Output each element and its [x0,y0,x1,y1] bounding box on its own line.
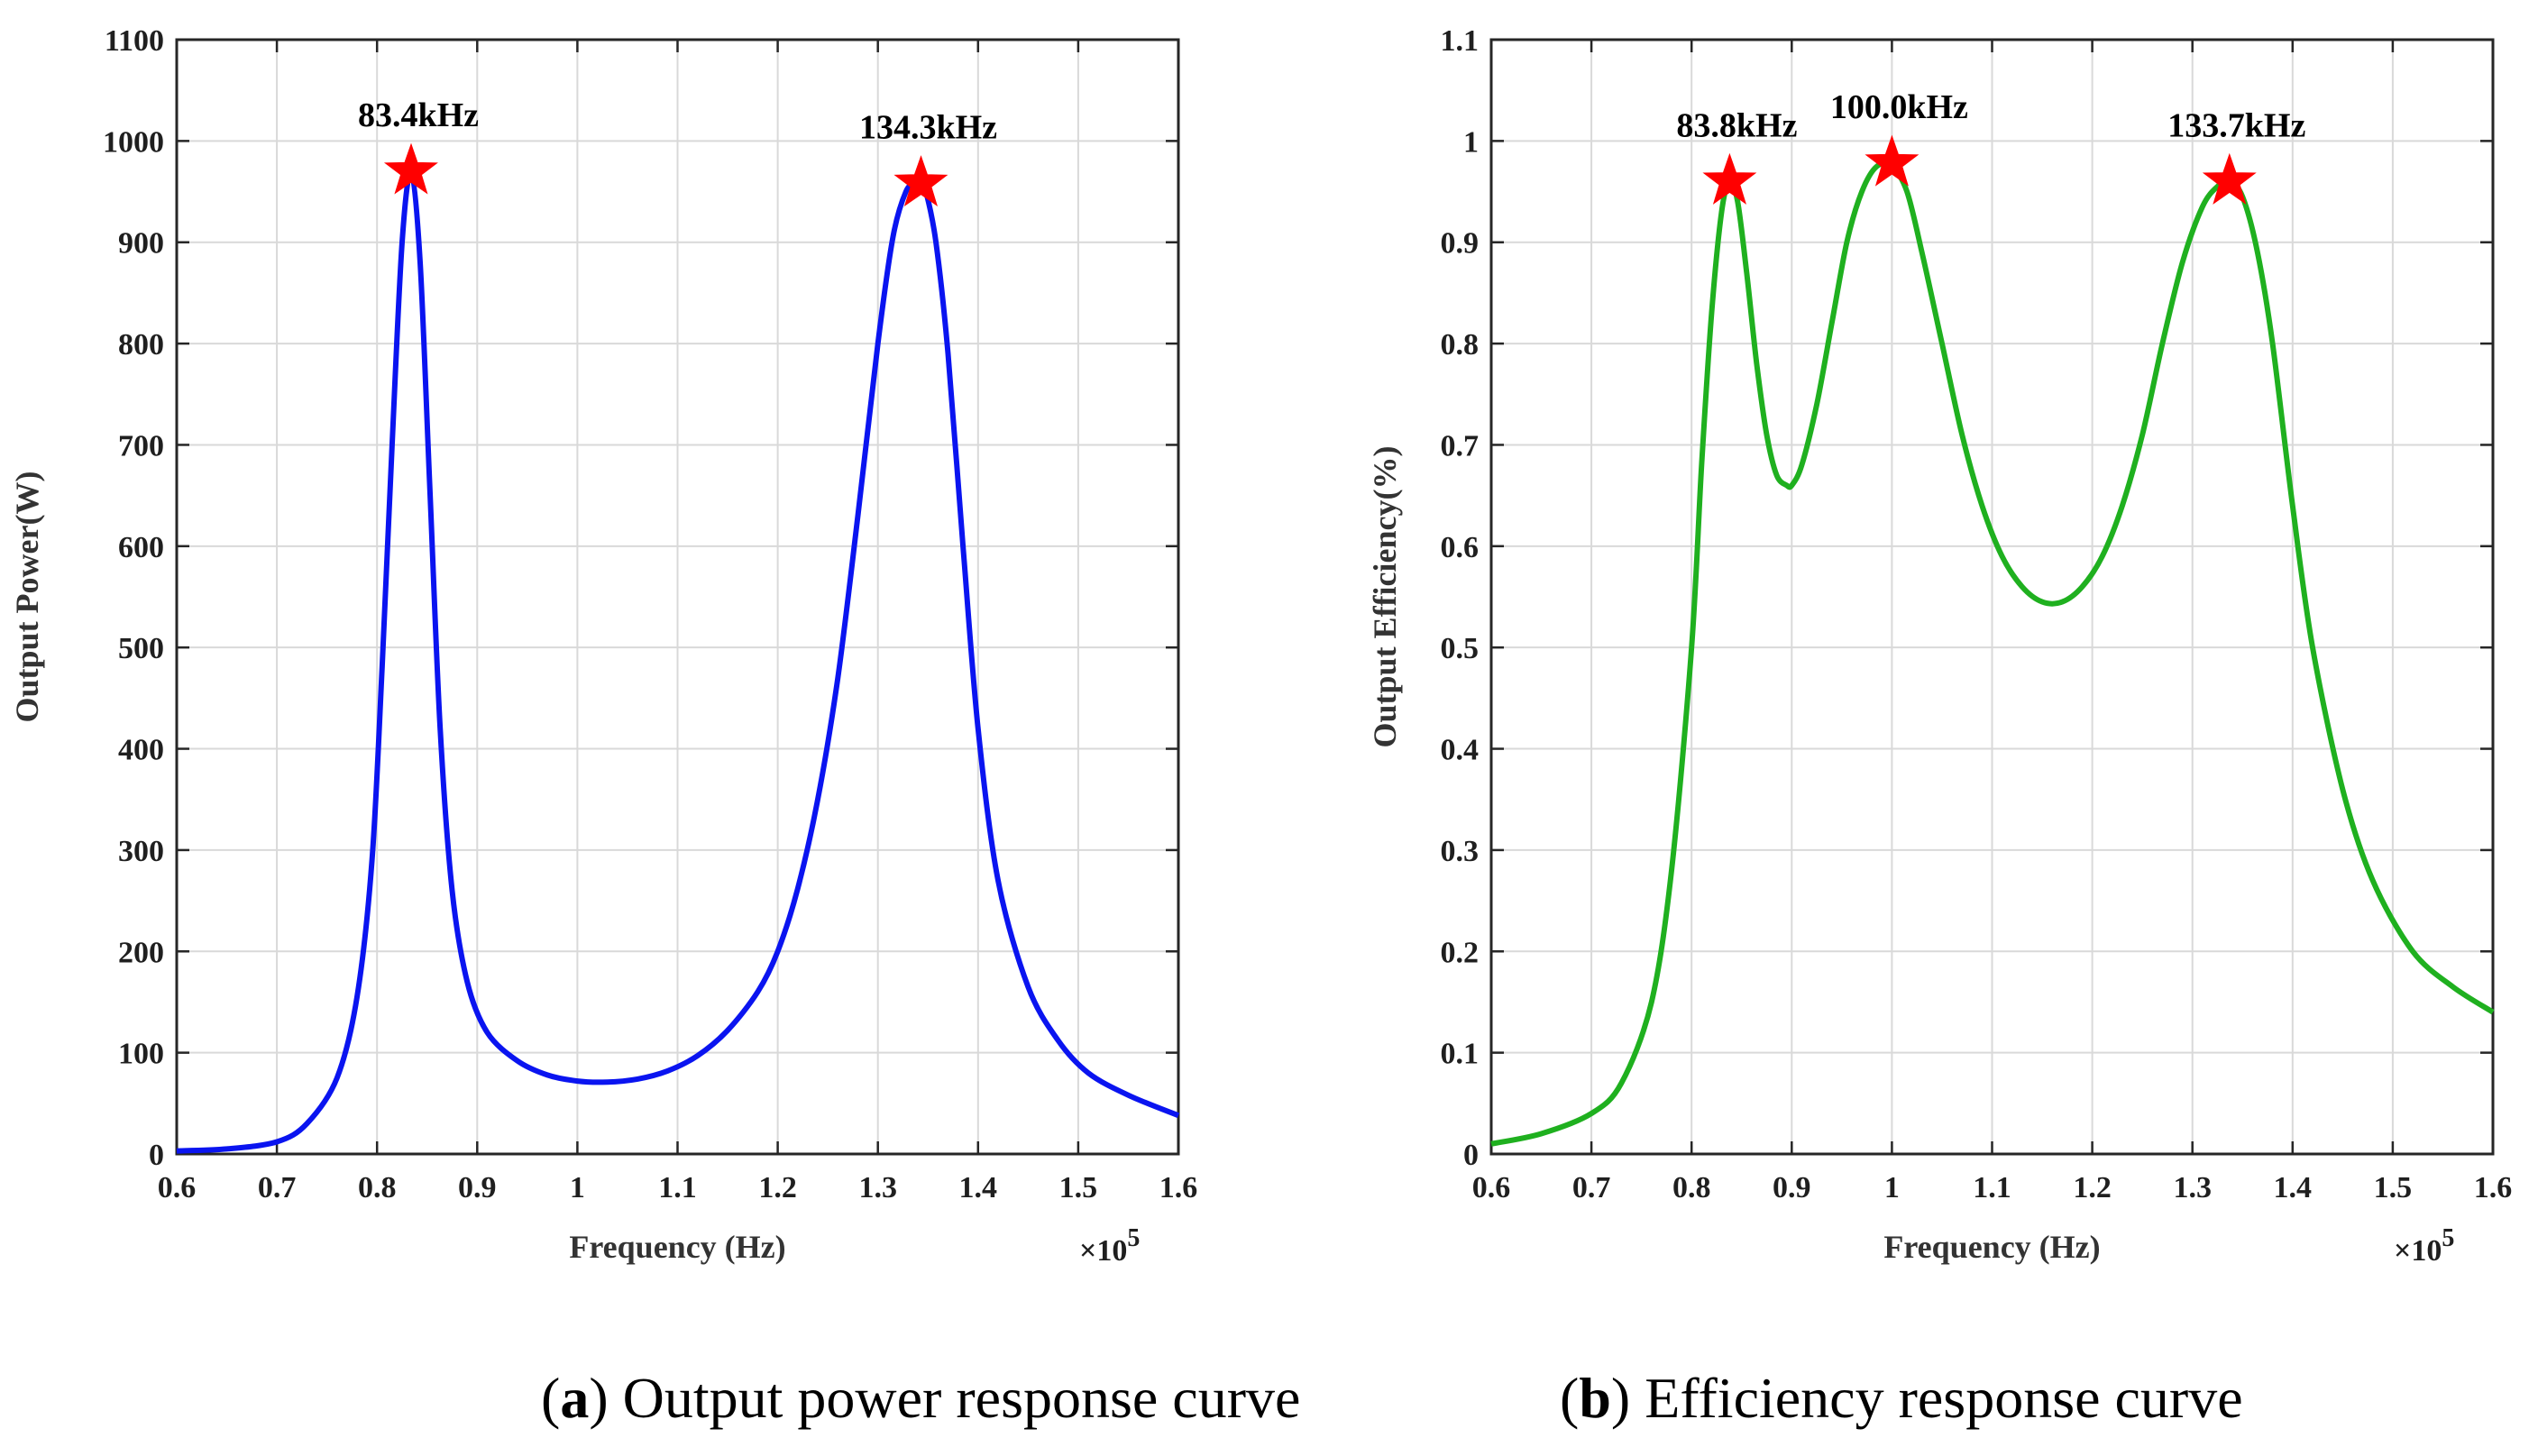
peak-star-marker [2202,152,2257,205]
x-tick-label: 0.7 [1572,1171,1611,1204]
x-tick-label: 0.7 [258,1171,297,1204]
x-tick-label: 0.6 [1472,1171,1511,1204]
y-tick-label: 0.8 [1441,328,1480,362]
caption-text: Efficiency response curve [1645,1366,2242,1430]
x-tick-label: 1.1 [658,1171,697,1204]
x-tick-label: 1.4 [959,1171,998,1204]
x-tick-label: 1 [570,1171,585,1204]
y-tick-label: 100 [118,1038,164,1071]
y-tick-label: 0.7 [1441,429,1480,462]
y-tick-label: 1100 [105,24,164,58]
panel-a: 0.6 0.7 0.8 0.9 1 1.1 1.2 1.3 1.4 1.5 1.6 0 100 200 30… [9,24,1300,1430]
caption-close-paren: ) [1611,1366,1645,1430]
series-line [176,170,1180,1154]
x-axis-label: Frequency (Hz) [569,1229,785,1265]
peak-star-marker [1702,152,1757,205]
figure-caption: (a) Output power response curve [541,1366,1300,1430]
y-tick-label: 0.1 [1441,1038,1480,1071]
x-tick-label: 1.2 [2073,1171,2112,1204]
y-tick-label: 600 [118,531,164,564]
peak-label: 133.7kHz [2167,106,2305,144]
caption-close-paren: ) [589,1366,622,1430]
y-tick-label: 0.6 [1441,531,1480,564]
x-tick-label: 1.6 [1159,1171,1198,1204]
x-axis-multiplier-exponent: 5 [1127,1224,1140,1252]
series-line [1490,160,2495,1147]
x-tick-label: 1.2 [758,1171,797,1204]
x-tick-label: 0.8 [1672,1171,1711,1204]
caption-letter: a [560,1366,589,1430]
y-tick-label: 1000 [103,125,164,159]
x-tick-label: 0.6 [158,1171,197,1204]
peak-star-marker [893,155,948,207]
y-tick-label: 400 [118,734,164,767]
peak-star-marker [1865,134,1920,187]
y-tick-label: 500 [118,632,164,665]
x-tick-label: 1.4 [2274,1171,2313,1204]
y-tick-label: 1.1 [1441,24,1480,58]
x-tick-label: 1.6 [2474,1171,2513,1204]
y-axis-label: Output Efficiency(%) [1367,446,1403,748]
x-axis-label: Frequency (Hz) [1883,1229,2100,1265]
y-tick-label: 0.2 [1441,936,1480,969]
y-tick-label: 200 [118,936,164,969]
y-tick-label: 0.3 [1441,835,1480,868]
x-axis-multiplier: ×105 [2394,1224,2454,1268]
y-tick-label: 0 [149,1139,164,1172]
x-tick-label: 0.9 [1773,1171,1811,1204]
y-tick-label: 0 [1463,1139,1479,1172]
x-tick-label: 1 [1884,1171,1900,1204]
x-tick-label: 1.1 [1973,1171,2011,1204]
y-tick-label: 0.4 [1441,734,1480,767]
caption-letter: b [1579,1366,1611,1430]
x-tick-label: 0.8 [358,1171,397,1204]
y-tick-label: 1 [1463,125,1479,159]
caption-open-paren: ( [1560,1366,1579,1430]
y-tick-label: 300 [118,835,164,868]
y-tick-label: 700 [118,429,164,462]
x-tick-label: 1.3 [2173,1171,2212,1204]
y-tick-label: 800 [118,328,164,362]
caption-open-paren: ( [541,1366,560,1430]
x-tick-label: 0.9 [458,1171,497,1204]
caption-text: Output power response curve [623,1366,1301,1430]
peak-label: 83.4kHz [358,96,479,134]
figure-caption: (b) Efficiency response curve [1560,1366,2243,1430]
x-tick-label: 1.5 [2374,1171,2413,1204]
x-axis-multiplier-exponent: 5 [2442,1224,2454,1252]
x-axis-multiplier-base: ×10 [1079,1234,1127,1268]
y-tick-label: 0.9 [1441,227,1480,261]
y-tick-label: 900 [118,227,164,261]
peak-label: 83.8kHz [1676,106,1797,144]
x-axis-multiplier-base: ×10 [2394,1234,2442,1268]
peak-label: 100.0kHz [1830,88,1968,126]
x-tick-label: 1.5 [1059,1171,1098,1204]
y-tick-label: 0.5 [1441,632,1480,665]
y-axis-label: Output Power(W) [9,472,45,723]
peak-star-marker [383,142,438,195]
peak-label: 134.3kHz [859,109,997,147]
panel-b: 0.6 0.7 0.8 0.9 1 1.1 1.2 1.3 1.4 1.5 1.6 0 0.1 0.2 0.… [1367,24,2512,1430]
x-tick-label: 1.3 [858,1171,897,1204]
x-axis-multiplier: ×105 [1079,1224,1140,1268]
